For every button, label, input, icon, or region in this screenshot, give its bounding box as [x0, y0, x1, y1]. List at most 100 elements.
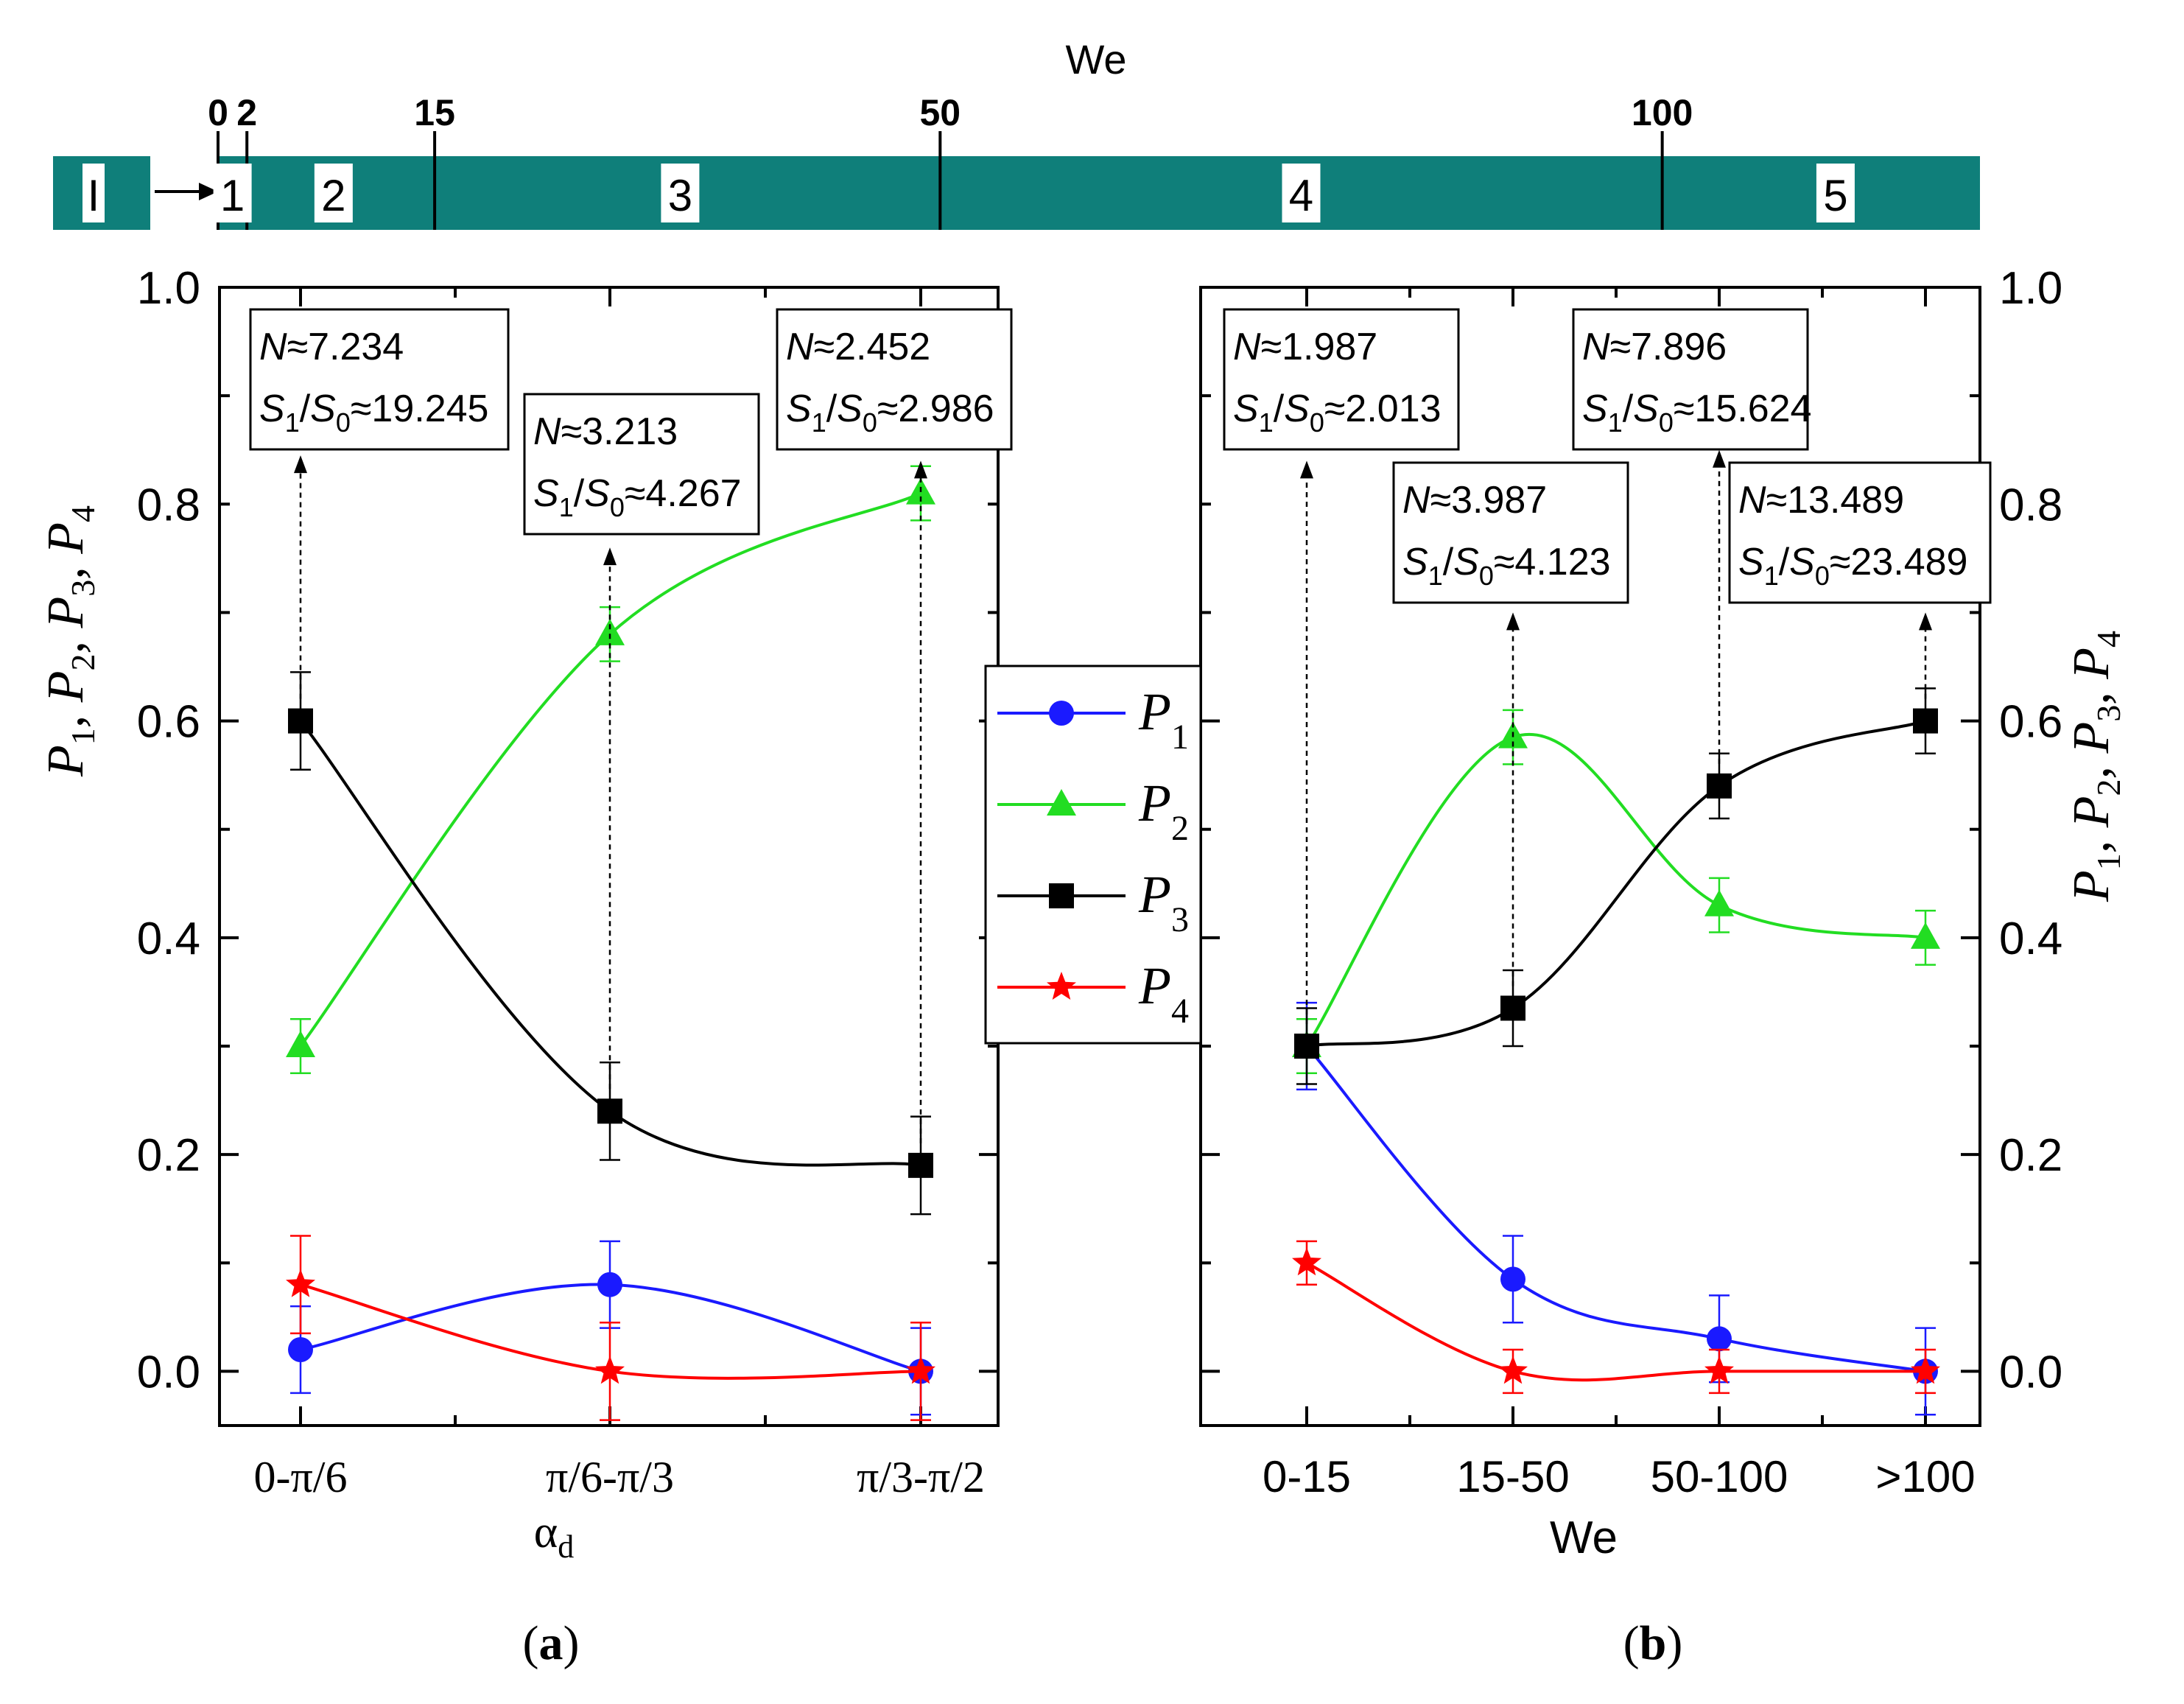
- annotation-box: [1728, 461, 1992, 604]
- annotation-box: [1572, 308, 1809, 451]
- band-tick-label: 15: [414, 92, 455, 133]
- annotation-n: N≈13.489: [1738, 479, 1904, 522]
- data-point-p1: [1707, 1326, 1732, 1352]
- band-regime-label: 3: [668, 171, 692, 220]
- y-tick-label: 0.8: [1999, 480, 2062, 530]
- band-regime-box: [661, 164, 700, 222]
- legend-label-p3: P3: [1138, 865, 1189, 939]
- x-tick-label: 0-15: [1263, 1452, 1351, 1501]
- data-point-p3: [1294, 1034, 1319, 1059]
- band-regimes: 1 2 3 4 5: [213, 164, 1855, 222]
- annotation-n: N≈7.896: [1582, 326, 1727, 368]
- panel-b: 0.0 0.2 0.4 0.6 0.8 1.0 0-15 15-50 50-100 >100 N≈…: [1199, 263, 2127, 1670]
- panel-b-label: (b): [1623, 1616, 1683, 1670]
- band-bar: [53, 156, 1980, 230]
- band-start-box: [82, 164, 105, 222]
- band-tick-label: 2: [236, 92, 257, 133]
- panel-b-ylabel: P1, P2, P3, P4: [2063, 631, 2127, 902]
- x-tick-label: π/3-π/2: [857, 1453, 985, 1501]
- data-point-p4: [1704, 1356, 1734, 1384]
- band-start-label: I: [88, 171, 100, 220]
- y-tick-label: 1.0: [1999, 263, 2062, 314]
- y-tick-label: 0.0: [1999, 1347, 2062, 1398]
- series-line-p2: [1305, 733, 1926, 1048]
- band-regime-label: 5: [1823, 171, 1847, 220]
- band-regime-label: 2: [321, 171, 345, 220]
- annotation-box: [776, 308, 1013, 451]
- band-regime-box: [1816, 164, 1855, 222]
- legend-label-p1: P1: [1138, 682, 1189, 757]
- series-line-p3: [299, 720, 921, 1167]
- legend-marker-p4: [1047, 972, 1076, 1000]
- annotation-s: S1/S0≈2.986: [786, 388, 994, 438]
- annotation-arrow-head-icon: [1713, 449, 1726, 468]
- band-regime-box: [1282, 164, 1321, 222]
- legend-marker-p3: [1049, 883, 1074, 908]
- annotation-arrow-head-icon: [914, 460, 927, 479]
- band-tick-label: 100: [1632, 92, 1693, 133]
- band-ticks: 0 2 15 50 100: [208, 92, 1693, 230]
- band-regime-box: [213, 164, 252, 222]
- data-point-p1: [597, 1272, 622, 1297]
- annotation-arrow-head-icon: [1919, 612, 1932, 631]
- data-point-p4: [1498, 1356, 1528, 1384]
- series-line-p2: [299, 491, 921, 1048]
- annotation-s: S1/S0≈19.245: [259, 388, 488, 438]
- y-tick-label: 0.4: [1999, 914, 2062, 964]
- annotation-s: S1/S0≈4.267: [533, 472, 742, 522]
- data-point-p2: [1704, 889, 1734, 916]
- band-tick-label: 50: [920, 92, 961, 133]
- data-point-p2: [595, 618, 625, 645]
- data-point-p1: [288, 1337, 313, 1362]
- data-point-p4: [1911, 1356, 1940, 1384]
- y-tick-label: 0.8: [137, 480, 200, 530]
- x-tick-label: π/6-π/3: [546, 1453, 674, 1501]
- x-tick-label: >100: [1875, 1452, 1975, 1501]
- annotation-n: N≈7.234: [259, 326, 404, 368]
- panel-a-label: (a): [523, 1616, 580, 1670]
- panel-a-xlabel: αd: [534, 1507, 574, 1565]
- band-tick-label: 0: [208, 92, 228, 133]
- panel-b-series: [1292, 687, 1940, 1416]
- data-point-p2: [1911, 922, 1940, 949]
- series-line-p4: [1306, 1261, 1925, 1382]
- annotation-box: [1223, 308, 1460, 451]
- annotation-n: N≈2.452: [786, 326, 930, 368]
- annotation-n: N≈1.987: [1233, 326, 1377, 368]
- data-point-p1: [1500, 1266, 1525, 1292]
- band-title: We: [1066, 36, 1127, 83]
- panel-a-axes: 0.0 0.2 0.4 0.6 0.8 1.0 0-π/6 π/6-π/3 π/3-π/2: [137, 263, 1000, 1501]
- band-regime-label: 4: [1289, 171, 1313, 220]
- data-point-p3: [1500, 995, 1525, 1021]
- panel-a-label-letter: a: [539, 1616, 563, 1670]
- plot-frame: [1199, 286, 1981, 1427]
- series-line-p3: [1306, 719, 1926, 1048]
- annotation-n: N≈3.987: [1402, 479, 1547, 522]
- x-tick-label: 50-100: [1651, 1452, 1788, 1501]
- panel-b-xlabel: We: [1550, 1512, 1618, 1563]
- annotation-n: N≈3.213: [533, 410, 678, 453]
- y-tick-label: 0.6: [137, 697, 200, 748]
- data-point-p4: [286, 1269, 315, 1297]
- band-arrow-head-icon: [199, 183, 218, 200]
- y-tick-label: 0.6: [1999, 697, 2062, 748]
- legend-marker-p2: [1047, 789, 1076, 816]
- annotation-s: S1/S0≈4.123: [1402, 541, 1611, 591]
- y-tick-label: 1.0: [137, 263, 200, 314]
- data-point-p4: [1292, 1247, 1321, 1276]
- panel-a-annotations: N≈7.234 S1/S0≈19.245 N≈3.213 S1/S0≈4.267 N≈2…: [249, 308, 1013, 1143]
- annotation-s: S1/S0≈2.013: [1233, 388, 1442, 438]
- data-point-p3: [288, 708, 313, 734]
- series-line-p1: [1305, 1045, 1926, 1373]
- panel-b-annotations: N≈1.987 S1/S0≈2.013 N≈3.987 S1/S0≈4.123 N≈7.…: [1223, 308, 1992, 1024]
- data-point-p4: [595, 1356, 625, 1384]
- annotation-arrow-head-icon: [294, 455, 307, 474]
- annotation-s: S1/S0≈15.624: [1582, 388, 1811, 438]
- legend-label-p4: P4: [1138, 956, 1189, 1031]
- panel-b-axes: 0.0 0.2 0.4 0.6 0.8 1.0 0-15 15-50 50-100 >100: [1199, 263, 2062, 1501]
- y-tick-label: 0.2: [137, 1130, 200, 1181]
- legend-label-p2: P2: [1138, 774, 1189, 848]
- panel-b-label-letter: b: [1640, 1616, 1667, 1670]
